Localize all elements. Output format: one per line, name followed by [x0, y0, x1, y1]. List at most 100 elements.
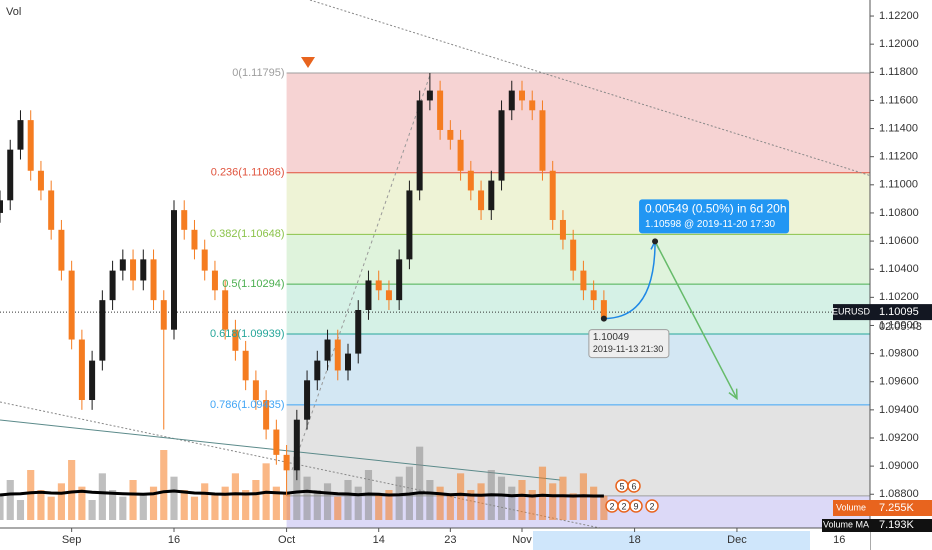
candle-body: [396, 259, 403, 301]
candle-body: [130, 259, 137, 281]
volume-bar: [293, 456, 301, 520]
candle-body: [89, 360, 96, 401]
volume-ma-name-tag: [822, 519, 870, 532]
corner-label: Vol: [6, 6, 21, 18]
y-tick-label: 1.09400: [879, 404, 919, 416]
volume-bar: [27, 470, 35, 520]
fib-zone: [286, 495, 870, 528]
candle-body: [570, 239, 577, 271]
volume-bar: [375, 493, 383, 520]
low-time: 2019-11-13 21:30: [593, 344, 663, 354]
projection-curve: [603, 241, 656, 320]
fib-zone: [286, 334, 870, 405]
candle-body: [283, 454, 290, 471]
candle-body: [99, 300, 106, 361]
event-label: 5: [619, 481, 624, 491]
candle-body: [467, 170, 474, 191]
fib-level-label: 0.5(1.10294): [222, 278, 284, 290]
y-tick-label: 1.10200: [879, 291, 919, 303]
candle-body: [314, 360, 321, 381]
volume-ma-line: [0, 489, 604, 498]
candle-body: [293, 419, 300, 471]
forecast-arrowhead: [728, 388, 738, 401]
volume-bar: [88, 500, 96, 520]
candle-body: [58, 229, 65, 271]
event-label: 2: [621, 501, 626, 511]
volume-bar: [211, 493, 219, 520]
fib-level-label: 0.786(1.09435): [210, 399, 285, 411]
x-tick-label: 18: [628, 534, 640, 546]
candle-body: [78, 339, 85, 401]
candle-body: [109, 270, 116, 301]
volume-bar: [344, 480, 352, 520]
candle-body: [232, 329, 239, 351]
candle-body: [580, 270, 587, 291]
overlay: 0(1.11795) 0.236(1.11086) 0.382(1.10648) 0.…: [210, 67, 790, 513]
last-price-tag: [870, 304, 932, 321]
y-tick-label: 1.09800: [879, 348, 919, 360]
countdown-label: 02:05:43: [879, 321, 922, 333]
candle-body: [0, 200, 3, 213]
candle-body: [211, 270, 218, 291]
event-label: 9: [633, 501, 638, 511]
candle-body: [17, 120, 24, 150]
volume-pane: [0, 446, 608, 520]
volume-bar: [57, 483, 65, 520]
fib-level-label: 0.236(1.11086): [211, 167, 285, 179]
y-tick-label: 1.10400: [879, 263, 919, 275]
x-tick-label: 16: [833, 534, 845, 546]
volume-bar: [160, 450, 168, 520]
candle-body: [447, 129, 454, 140]
volume-bar: [190, 496, 199, 520]
low-price: 1.10049: [593, 332, 630, 343]
event-label: 2: [649, 501, 654, 511]
x-tick-label: Nov: [512, 534, 532, 546]
volume-bar: [354, 486, 362, 520]
volume-bar: [559, 476, 567, 520]
candle-body: [181, 210, 188, 230]
volume-bar: [446, 493, 454, 520]
fib-zone: [286, 234, 870, 285]
x-tick-label: 16: [168, 534, 180, 546]
volume-bar: [149, 486, 158, 520]
volume-name: Volume: [836, 502, 866, 512]
candle-body: [140, 259, 147, 281]
volume-bar: [98, 473, 106, 520]
volume-ma-value-tag: [870, 519, 932, 532]
drawings: [0, 0, 870, 528]
x-tick-label: 14: [373, 534, 385, 546]
candles: [0, 72, 607, 496]
volume-name-tag: [833, 500, 870, 516]
volume-bar: [416, 446, 424, 520]
candle-body: [457, 139, 464, 171]
candle-body: [119, 259, 126, 271]
candle-body: [7, 149, 14, 201]
candle-body: [437, 90, 444, 130]
volume-bar: [129, 480, 137, 520]
volume-bar: [272, 486, 280, 520]
y-tick-label: 1.12200: [879, 10, 919, 22]
target-point: [652, 238, 659, 245]
y-tick-label: 1.10800: [879, 207, 919, 219]
projection-target: 1.10598 @ 2019-11-20 17:30: [645, 219, 776, 230]
candle-body: [68, 270, 75, 340]
low-box: [588, 329, 670, 359]
x-tick-label: Dec: [727, 534, 747, 546]
volume-bar: [508, 486, 516, 520]
candle-body: [498, 110, 505, 181]
event-marker: [645, 499, 659, 513]
candle-body: [345, 353, 351, 371]
candle-body: [222, 290, 229, 330]
projection-box: [639, 199, 790, 234]
candle-body: [539, 110, 546, 171]
volume-value: 7.255K: [879, 502, 915, 514]
volume-bar: [37, 490, 45, 520]
x-tick-label: 23: [444, 534, 456, 546]
candle-body: [273, 429, 280, 455]
volume-bar: [180, 490, 188, 520]
fib-level-label: 0(1.11795): [232, 67, 284, 79]
y-tick-label: 1.09200: [879, 432, 919, 444]
price-axis-bg: [870, 0, 932, 550]
